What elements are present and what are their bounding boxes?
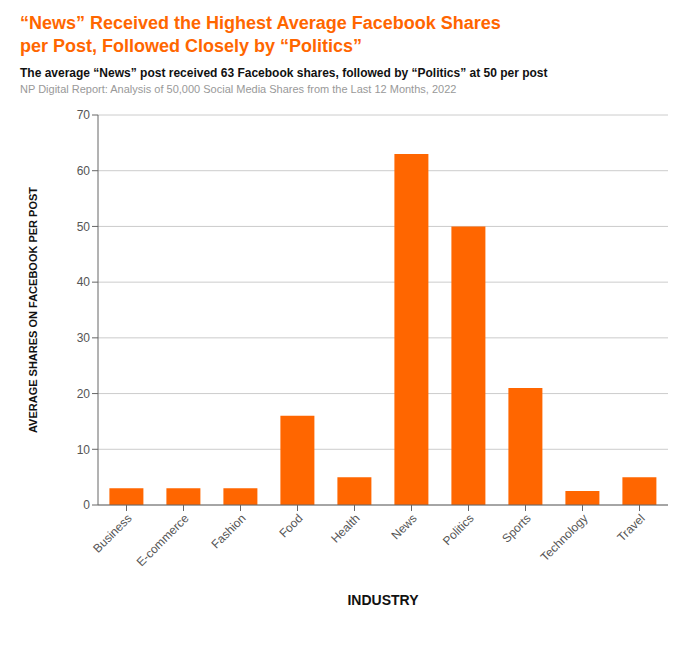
svg-text:Sports: Sports xyxy=(499,511,533,545)
html-text:NP Digital Report: Analysis of: NP Digital Report: Analysis of 50,000 So… xyxy=(20,83,457,95)
svg-text:Business: Business xyxy=(90,511,134,555)
html-text:per Post, Followed Closely by: per Post, Followed Closely by “Politics” xyxy=(20,36,363,56)
svg-text:Politics: Politics xyxy=(440,511,477,548)
svg-text:20: 20 xyxy=(77,387,91,401)
svg-text:70: 70 xyxy=(77,108,91,122)
svg-text:INDUSTRY: INDUSTRY xyxy=(347,592,419,608)
svg-text:Food: Food xyxy=(276,511,305,540)
html-text:“News” Received the Highest Av: “News” Received the Highest Average Face… xyxy=(20,13,501,33)
svg-text:30: 30 xyxy=(77,331,91,345)
svg-text:Health: Health xyxy=(328,511,362,545)
svg-text:Travel: Travel xyxy=(614,511,647,544)
svg-text:50: 50 xyxy=(77,220,91,234)
html-text:The average “News” post receiv: The average “News” post received 63 Face… xyxy=(20,66,548,80)
svg-text:60: 60 xyxy=(77,164,91,178)
svg-text:Technology: Technology xyxy=(538,511,591,564)
svg-text:E-commerce: E-commerce xyxy=(134,511,192,569)
svg-text:Fashion: Fashion xyxy=(209,511,249,551)
svg-text:40: 40 xyxy=(77,275,91,289)
svg-text:AVERAGE SHARES ON FACEBOOK PER: AVERAGE SHARES ON FACEBOOK PER POST xyxy=(27,187,39,433)
svg-text:0: 0 xyxy=(83,498,90,512)
svg-text:10: 10 xyxy=(77,443,91,457)
svg-text:News: News xyxy=(389,511,420,542)
